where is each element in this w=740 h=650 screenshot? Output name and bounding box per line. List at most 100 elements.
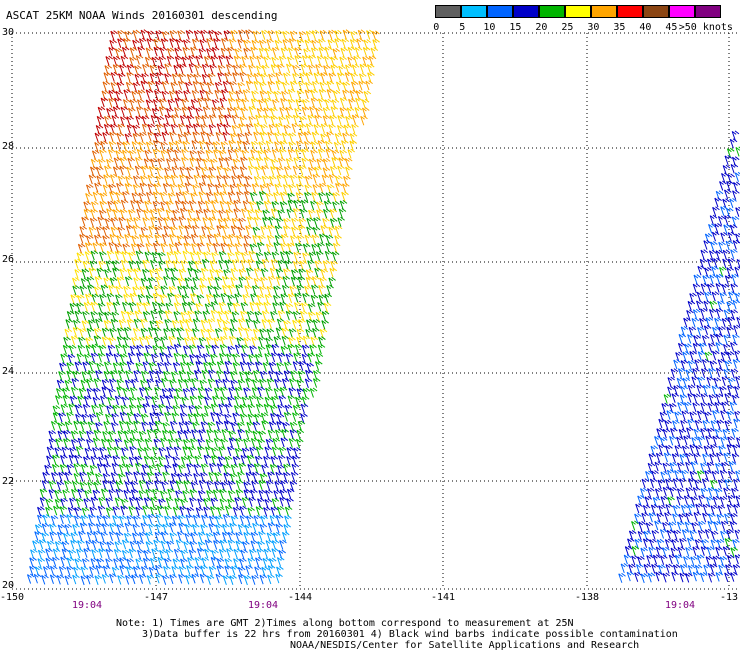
wind-barb: [200, 267, 209, 278]
wind-barb: [305, 328, 313, 339]
wind-barb: [210, 55, 219, 66]
wind-barb: [712, 555, 721, 566]
wind-barb: [220, 292, 229, 303]
wind-barb: [143, 352, 152, 363]
wind-barb: [342, 89, 350, 100]
wind-barb: [248, 156, 256, 167]
wind-barb: [289, 480, 298, 491]
wind-barb: [208, 72, 216, 83]
wind-barb: [297, 131, 306, 142]
wind-barb: [110, 471, 119, 482]
wind-barb: [262, 114, 271, 125]
wind-barb: [304, 377, 313, 389]
wind-barb: [103, 370, 112, 381]
wind-barb: [719, 469, 728, 480]
wind-barb: [106, 250, 115, 261]
wind-barb: [259, 285, 267, 296]
wind-barb: [61, 548, 70, 559]
wind-barb: [117, 574, 125, 585]
wind-barb: [640, 573, 649, 584]
wind-barb: [207, 285, 215, 296]
wind-barb: [266, 234, 275, 245]
wind-barb: [158, 260, 166, 271]
wind-barb: [108, 89, 116, 100]
wind-barb: [281, 531, 290, 542]
wind-barb: [362, 46, 371, 57]
wind-barb: [96, 115, 105, 126]
wind-barb: [253, 122, 262, 133]
wind-barb: [208, 471, 216, 482]
wind-barb: [125, 224, 134, 235]
wind-barb: [160, 531, 169, 542]
wind-barb: [117, 29, 125, 41]
wind-barb: [125, 369, 133, 381]
wind-barb: [718, 266, 727, 277]
wind-barb: [131, 378, 139, 389]
wind-barb: [198, 531, 206, 542]
wind-barb: [253, 267, 262, 278]
wind-barb: [321, 174, 330, 185]
wind-barb: [245, 377, 253, 388]
wind-barb: [119, 515, 127, 526]
wind-barb: [68, 454, 77, 465]
wind-barb: [92, 446, 100, 457]
wind-barb: [277, 352, 286, 363]
wind-barb: [300, 63, 309, 74]
wind-barb: [166, 446, 174, 457]
wind-barb: [291, 226, 299, 237]
wind-barb: [296, 89, 305, 100]
wind-barb: [105, 497, 114, 508]
wind-barb: [256, 241, 265, 253]
wind-barb: [668, 554, 677, 565]
wind-barb: [169, 573, 177, 585]
wind-barb: [201, 412, 209, 423]
wind-barb: [105, 55, 113, 66]
wind-barb: [107, 438, 115, 449]
wind-barb: [365, 80, 373, 91]
wind-barb: [281, 428, 289, 439]
wind-barb: [79, 328, 87, 339]
wind-barb: [187, 267, 195, 278]
wind-barb: [286, 446, 295, 457]
wind-barb: [239, 514, 248, 525]
wind-barb: [258, 489, 267, 500]
wind-barb: [287, 394, 296, 406]
legend-swatch: [435, 5, 461, 18]
wind-barb: [108, 46, 116, 57]
wind-barb: [170, 267, 179, 278]
wind-barb: [665, 478, 673, 489]
wind-barb: [261, 310, 270, 321]
legend-label: 15: [509, 22, 522, 33]
wind-barb: [715, 393, 724, 404]
wind-barb: [128, 496, 137, 507]
wind-barb: [150, 259, 158, 270]
wind-barb: [204, 97, 212, 108]
wind-barb: [88, 226, 97, 237]
wind-barb: [722, 249, 731, 260]
wind-barb: [205, 336, 214, 347]
wind-barb: [724, 392, 732, 403]
wind-barb: [181, 396, 189, 407]
wind-barb: [143, 446, 152, 457]
wind-barb: [114, 243, 123, 254]
wind-barb: [278, 115, 286, 126]
wind-barb: [727, 384, 735, 395]
wind-barb: [46, 446, 55, 457]
wind-barb: [316, 208, 324, 220]
wind-barb: [700, 487, 709, 498]
wind-barb: [347, 46, 356, 57]
wind-barb: [91, 539, 100, 550]
wind-barb: [114, 250, 123, 261]
wind-barb: [183, 89, 191, 101]
wind-barb: [169, 420, 178, 431]
wind-barb: [279, 191, 288, 202]
wind-barb: [347, 148, 355, 159]
wind-barb: [78, 387, 87, 398]
wind-barb: [311, 275, 320, 286]
wind-barb: [303, 140, 312, 151]
wind-barb: [218, 54, 226, 65]
wind-barb: [218, 548, 227, 559]
wind-barb: [175, 480, 184, 491]
wind-barb: [173, 446, 182, 457]
wind-barb: [678, 428, 687, 439]
